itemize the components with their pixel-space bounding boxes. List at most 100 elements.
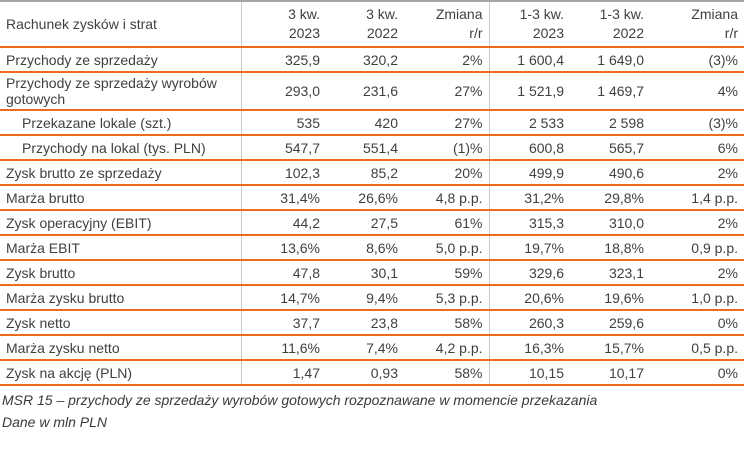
column-header-line2: 2022 xyxy=(612,25,644,41)
row-label: Marża EBIT xyxy=(0,235,242,261)
value-cell: 600,8 xyxy=(489,135,570,161)
table-row: Zysk na akcję (PLN) 1,47 0,93 58% 10,15 10,17… xyxy=(0,360,744,386)
value-cell: 1 649,0 xyxy=(570,47,650,73)
table-row: Zysk brutto ze sprzedaży 102,3 85,2 20% 499,… xyxy=(0,160,744,186)
value-cell: 27,5 xyxy=(326,210,404,236)
value-cell: 0,5 p.p. xyxy=(650,335,744,361)
column-header-line2: r/r xyxy=(469,25,483,41)
value-cell: 29,8% xyxy=(570,185,650,211)
column-header-line2: r/r xyxy=(724,25,738,41)
row-label: Zysk netto xyxy=(0,310,242,336)
row-label: Marża brutto xyxy=(0,185,242,211)
table-row: Marża brutto 31,4% 26,6% 4,8 p.p. 31,2% 29,8%… xyxy=(0,185,744,211)
table-row: Zysk brutto 47,8 30,1 59% 329,6 323,1 2% xyxy=(0,260,744,286)
table-title: Rachunek zysków i strat xyxy=(0,1,242,48)
value-cell: 420 xyxy=(326,110,404,136)
value-cell: 6% xyxy=(650,135,744,161)
value-cell: (3)% xyxy=(650,110,744,136)
value-cell: 8,6% xyxy=(326,235,404,261)
column-header-3kw-2023: 3 kw. 2023 xyxy=(241,1,326,48)
value-cell: 14,7% xyxy=(241,285,326,311)
value-cell: 1,0 p.p. xyxy=(650,285,744,311)
value-cell: 0,9 p.p. xyxy=(650,235,744,261)
value-cell: 19,7% xyxy=(489,235,570,261)
table-row: Zysk netto 37,7 23,8 58% 260,3 259,6 0% xyxy=(0,310,744,336)
footnote-units: Dane w mln PLN xyxy=(2,414,108,430)
column-header-13kw-2023: 1-3 kw. 2023 xyxy=(489,1,570,48)
value-cell: 551,4 xyxy=(326,135,404,161)
value-cell: 31,2% xyxy=(489,185,570,211)
value-cell: 2% xyxy=(650,210,744,236)
table-row: Marża zysku brutto 14,7% 9,4% 5,3 p.p. 20,6%… xyxy=(0,285,744,311)
value-cell: 11,6% xyxy=(241,335,326,361)
value-cell: 13,6% xyxy=(241,235,326,261)
value-cell: 58% xyxy=(404,310,490,336)
value-cell: 2 533 xyxy=(489,110,570,136)
value-cell: 325,9 xyxy=(241,47,326,73)
value-cell: 0,93 xyxy=(326,360,404,386)
column-header-line1: 1-3 kw. xyxy=(599,6,644,22)
value-cell: 58% xyxy=(404,360,490,386)
value-cell: 10,17 xyxy=(570,360,650,386)
value-cell: 2% xyxy=(650,260,744,286)
value-cell: 4,2 p.p. xyxy=(404,335,490,361)
column-header-line2: 2022 xyxy=(366,25,398,41)
value-cell: 1,4 p.p. xyxy=(650,185,744,211)
value-cell: 499,9 xyxy=(489,160,570,186)
value-cell: 323,1 xyxy=(570,260,650,286)
value-cell: 2 598 xyxy=(570,110,650,136)
value-cell: 293,0 xyxy=(241,72,326,111)
value-cell: 47,8 xyxy=(241,260,326,286)
value-cell: 10,15 xyxy=(489,360,570,386)
column-header-line1: 3 kw. xyxy=(288,6,320,22)
table-row: Marża zysku netto 11,6% 7,4% 4,2 p.p. 16,3% 1… xyxy=(0,335,744,361)
column-header-line2: 2023 xyxy=(288,25,320,41)
value-cell: (3)% xyxy=(650,47,744,73)
value-cell: 27% xyxy=(404,110,490,136)
value-cell: 9,4% xyxy=(326,285,404,311)
table-row: Przychody ze sprzedaży 325,9 320,2 2% 1 600,… xyxy=(0,47,744,73)
column-header-13kw-2022: 1-3 kw. 2022 xyxy=(570,1,650,48)
table-row: Marża EBIT 13,6% 8,6% 5,0 p.p. 19,7% 18,8% 0,9… xyxy=(0,235,744,261)
value-cell: 102,3 xyxy=(241,160,326,186)
header-row: Rachunek zysków i strat 3 kw. 2023 3 kw.… xyxy=(0,1,744,48)
table-row: Przekazane lokale (szt.) 535 420 27% 2 533 2 … xyxy=(0,110,744,136)
value-cell: 16,3% xyxy=(489,335,570,361)
row-label: Przychody ze sprzedaży wyrobów gotowych xyxy=(0,72,242,111)
row-label: Marża zysku brutto xyxy=(0,285,242,311)
value-cell: 15,7% xyxy=(570,335,650,361)
value-cell: 5,3 p.p. xyxy=(404,285,490,311)
value-cell: 85,2 xyxy=(326,160,404,186)
value-cell: 490,6 xyxy=(570,160,650,186)
column-header-zmiana-ytd: Zmiana r/r xyxy=(650,1,744,48)
value-cell: 4,8 p.p. xyxy=(404,185,490,211)
value-cell: 2% xyxy=(650,160,744,186)
value-cell: 30,1 xyxy=(326,260,404,286)
income-statement-table: Rachunek zysków i strat 3 kw. 2023 3 kw.… xyxy=(0,0,744,386)
row-label: Przychody na lokal (tys. PLN) xyxy=(0,135,242,161)
value-cell: 0% xyxy=(650,310,744,336)
value-cell: 320,2 xyxy=(326,47,404,73)
table-row: Przychody ze sprzedaży wyrobów gotowych 2… xyxy=(0,72,744,111)
column-header-line2: 2023 xyxy=(532,25,564,41)
column-header-zmiana-q: Zmiana r/r xyxy=(404,1,490,48)
row-label: Zysk operacyjny (EBIT) xyxy=(0,210,242,236)
value-cell: 4% xyxy=(650,72,744,111)
footnotes: MSR 15 – przychody ze sprzedaży wyrobów … xyxy=(0,386,744,433)
value-cell: 1 469,7 xyxy=(570,72,650,111)
income-statement-page: Rachunek zysków i strat 3 kw. 2023 3 kw.… xyxy=(0,0,744,433)
value-cell: 1 600,4 xyxy=(489,47,570,73)
column-header-line1: 1-3 kw. xyxy=(519,6,564,22)
value-cell: 329,6 xyxy=(489,260,570,286)
value-cell: 31,4% xyxy=(241,185,326,211)
row-label: Przekazane lokale (szt.) xyxy=(0,110,242,136)
value-cell: 44,2 xyxy=(241,210,326,236)
row-label: Zysk na akcję (PLN) xyxy=(0,360,242,386)
value-cell: 547,7 xyxy=(241,135,326,161)
row-label: Marża zysku netto xyxy=(0,335,242,361)
value-cell: 5,0 p.p. xyxy=(404,235,490,261)
column-header-3kw-2022: 3 kw. 2022 xyxy=(326,1,404,48)
value-cell: 20% xyxy=(404,160,490,186)
value-cell: 7,4% xyxy=(326,335,404,361)
value-cell: 1,47 xyxy=(241,360,326,386)
